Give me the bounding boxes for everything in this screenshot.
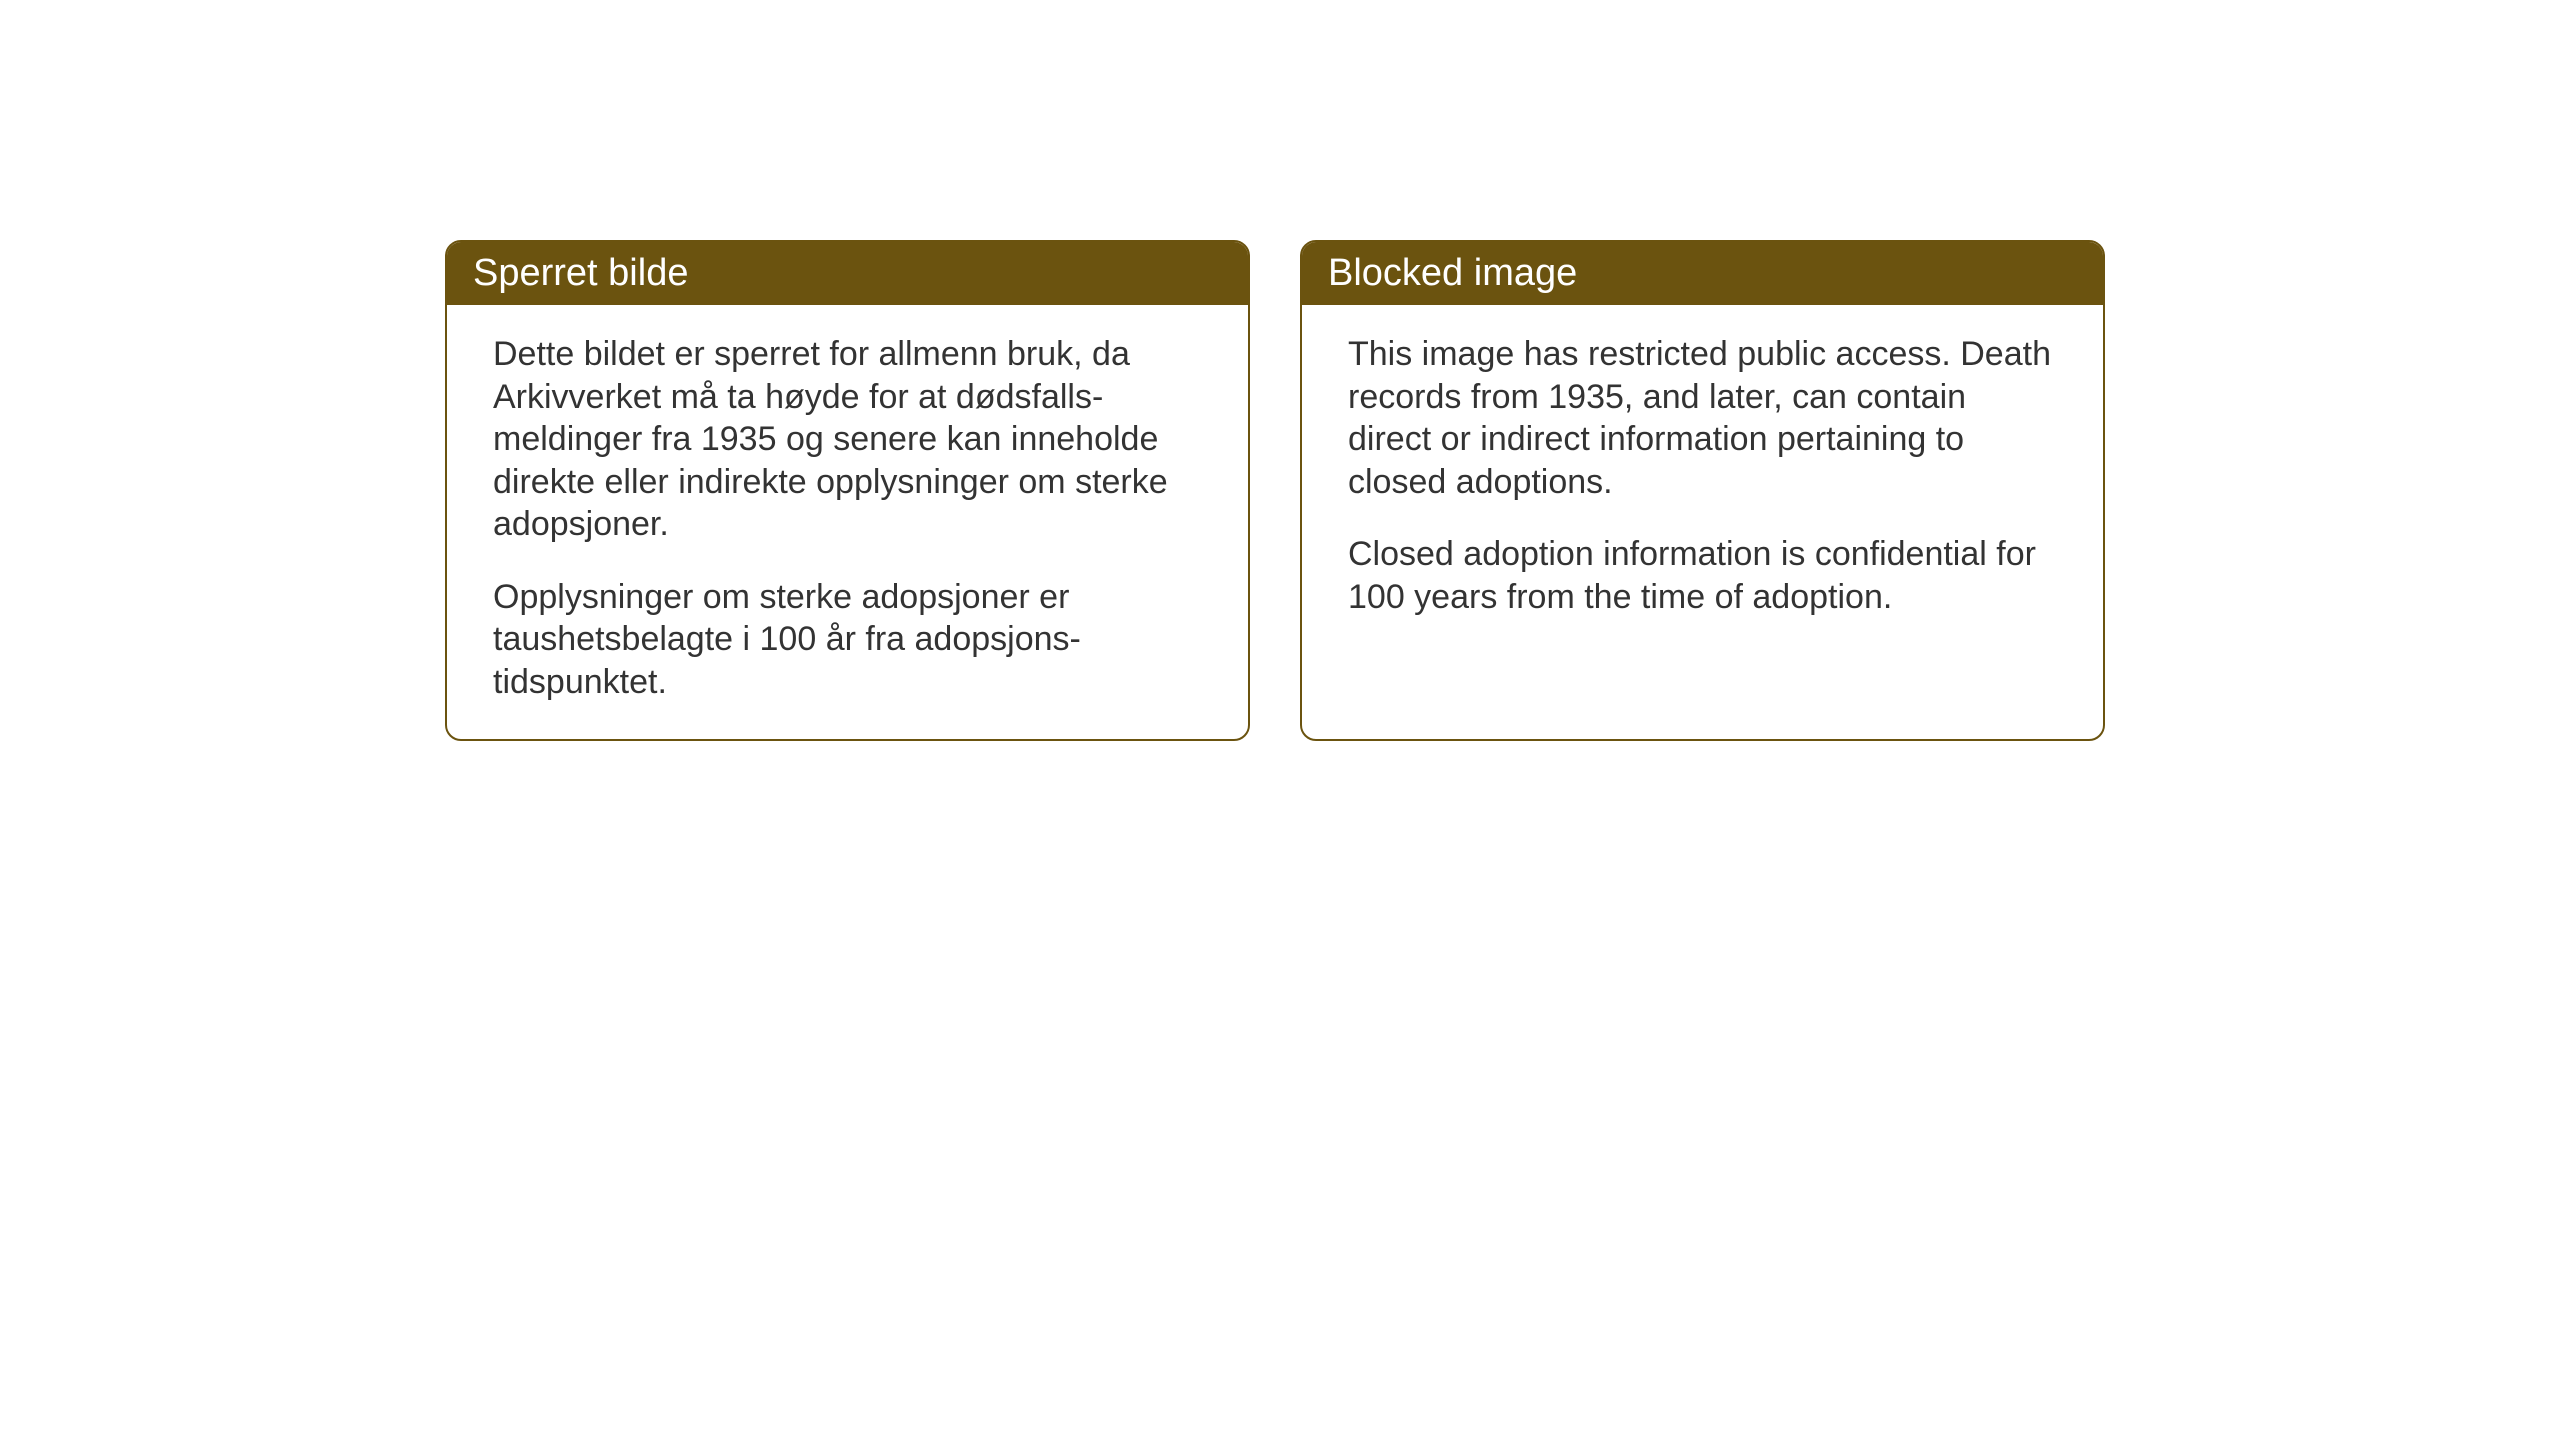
card-norwegian-header: Sperret bilde xyxy=(447,242,1248,305)
card-english-header: Blocked image xyxy=(1302,242,2103,305)
card-norwegian: Sperret bilde Dette bildet er sperret fo… xyxy=(445,240,1250,741)
card-norwegian-title: Sperret bilde xyxy=(473,252,688,294)
card-english-title: Blocked image xyxy=(1328,252,1577,294)
card-english-paragraph-1: This image has restricted public access.… xyxy=(1348,333,2057,503)
card-english-paragraph-2: Closed adoption information is confident… xyxy=(1348,533,2057,618)
cards-container: Sperret bilde Dette bildet er sperret fo… xyxy=(445,240,2105,741)
card-norwegian-paragraph-1: Dette bildet er sperret for allmenn bruk… xyxy=(493,333,1202,546)
card-english: Blocked image This image has restricted … xyxy=(1300,240,2105,741)
card-english-body: This image has restricted public access.… xyxy=(1302,305,2103,654)
card-norwegian-paragraph-2: Opplysninger om sterke adopsjoner er tau… xyxy=(493,576,1202,704)
card-norwegian-body: Dette bildet er sperret for allmenn bruk… xyxy=(447,305,1248,739)
